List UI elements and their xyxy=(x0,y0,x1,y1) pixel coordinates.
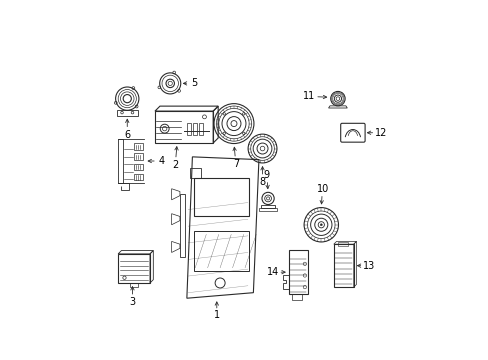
Text: 7: 7 xyxy=(233,158,239,168)
Text: 2: 2 xyxy=(171,160,178,170)
Text: 13: 13 xyxy=(362,261,374,271)
Text: 14: 14 xyxy=(266,267,278,277)
Circle shape xyxy=(320,224,322,226)
Text: 11: 11 xyxy=(303,91,315,101)
Text: 5: 5 xyxy=(191,78,197,89)
Text: 9: 9 xyxy=(263,170,269,180)
Text: 12: 12 xyxy=(374,128,386,138)
Text: 6: 6 xyxy=(124,130,130,140)
Text: 10: 10 xyxy=(316,184,328,194)
Text: 1: 1 xyxy=(213,310,220,320)
Text: 8: 8 xyxy=(259,177,265,187)
Text: 4: 4 xyxy=(159,156,164,166)
Text: 3: 3 xyxy=(129,297,135,307)
